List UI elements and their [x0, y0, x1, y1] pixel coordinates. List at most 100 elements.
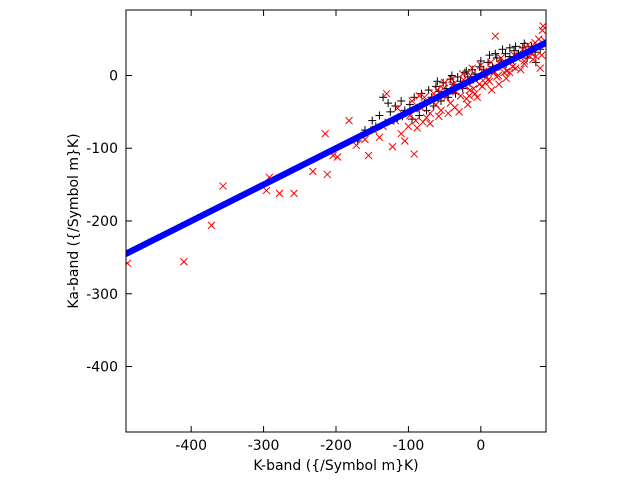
data-point-cross	[180, 257, 188, 266]
data-point-cross	[491, 32, 500, 41]
data-point-cross	[471, 89, 479, 98]
data-point-cross	[437, 106, 445, 115]
data-point-cross	[456, 92, 465, 100]
data-point-cross	[495, 80, 503, 89]
y-tick-label: -200	[86, 214, 118, 230]
data-point-cross	[516, 65, 525, 74]
data-point-cross	[219, 182, 227, 190]
data-point-cross	[520, 57, 529, 65]
data-point-cross	[333, 153, 342, 161]
data-point-cross	[478, 82, 487, 91]
data-point-plus	[498, 45, 507, 54]
data-point-cross	[323, 170, 332, 179]
data-point-cross	[465, 92, 474, 100]
data-point-cross	[397, 129, 406, 138]
data-point-cross	[275, 189, 284, 198]
data-point-plus	[429, 102, 438, 111]
data-point-plus	[510, 46, 519, 55]
data-point-cross	[537, 51, 546, 59]
y-tick-label: -100	[86, 141, 118, 157]
data-point-cross	[538, 26, 546, 35]
data-point-cross	[415, 92, 424, 100]
data-point-cross	[411, 116, 420, 125]
data-point-cross	[505, 68, 514, 77]
data-point-plus	[433, 77, 442, 86]
data-point-cross	[440, 78, 449, 87]
data-point-plus	[375, 111, 384, 120]
data-point-plus	[476, 56, 485, 65]
data-point-plus	[379, 93, 388, 102]
x-tick-label: -400	[175, 438, 207, 454]
data-point-cross	[422, 113, 431, 122]
data-point-cross	[434, 112, 443, 121]
data-point-cross	[382, 89, 391, 98]
data-point-plus	[415, 111, 424, 120]
data-point-cross	[444, 109, 453, 118]
data-point-cross	[408, 97, 416, 105]
ticks-layer: -400 -300 -200 -100 0 -400 -300 -200 -100 0	[86, 10, 546, 454]
data-point-cross	[487, 86, 496, 94]
data-point-cross	[262, 186, 271, 195]
data-point-cross	[448, 75, 456, 83]
data-point-cross	[388, 142, 397, 151]
data-point-plus	[386, 107, 395, 116]
y-tick-label: -400	[86, 360, 118, 376]
data-point-cross	[404, 122, 413, 131]
data-point-plus	[368, 116, 377, 125]
data-point-cross	[463, 100, 472, 109]
data-point-cross	[536, 64, 545, 73]
data-point-plus	[424, 86, 433, 95]
y-axis-label: Ka-band ({/Symbol m}K)	[66, 133, 82, 308]
data-point-cross	[426, 109, 434, 118]
data-point-cross	[476, 61, 485, 70]
data-point-cross	[487, 58, 495, 67]
data-point-cross	[419, 118, 427, 126]
x-tick-label: -100	[393, 438, 425, 454]
data-point-cross	[492, 73, 501, 81]
data-point-cross	[345, 116, 353, 125]
x-axis-label: K-band ({/Symbol m}K)	[253, 458, 418, 474]
fit-line-point	[542, 39, 546, 46]
y-tick-label: -300	[86, 287, 118, 303]
data-point-cross	[126, 259, 132, 268]
data-point-cross	[426, 119, 434, 128]
data-point-plus	[405, 100, 414, 109]
data-point-cross	[393, 104, 402, 113]
data-point-plus	[511, 42, 520, 51]
data-point-plus	[397, 96, 406, 105]
data-point-cross	[468, 64, 476, 73]
data-point-plus	[439, 78, 448, 87]
data-point-plus	[410, 93, 419, 102]
data-point-cross	[290, 189, 298, 198]
data-point-plus	[468, 65, 477, 74]
data-point-plus	[501, 49, 510, 58]
data-point-cross	[500, 68, 508, 77]
data-point-cross	[352, 141, 361, 150]
x-tick-label: -200	[320, 438, 352, 454]
data-point-cross	[400, 137, 409, 145]
data-point-cross	[469, 84, 478, 93]
data-point-plus	[491, 49, 500, 58]
data-point-cross	[520, 59, 529, 68]
x-tick-label: 0	[476, 438, 485, 454]
data-point-cross	[375, 133, 384, 142]
data-point-plus	[447, 71, 456, 80]
data-point-plus	[485, 51, 494, 60]
data-point-cross	[481, 78, 490, 87]
data-point-plus	[384, 99, 393, 108]
y-tick-label: 0	[109, 68, 118, 84]
data-point-cross	[308, 167, 317, 176]
data-point-cross	[410, 150, 419, 158]
data-point-cross	[450, 103, 459, 112]
data-point-cross	[502, 74, 511, 83]
data-point-cross	[364, 151, 373, 160]
data-point-plus	[505, 43, 514, 52]
data-point-cross	[532, 52, 540, 61]
data-point-cross	[321, 129, 329, 138]
data-point-cross	[485, 77, 494, 86]
x-tick-label: -300	[248, 438, 280, 454]
data-point-cross	[207, 221, 216, 230]
data-point-cross	[497, 54, 505, 62]
data-point-cross	[473, 93, 482, 102]
